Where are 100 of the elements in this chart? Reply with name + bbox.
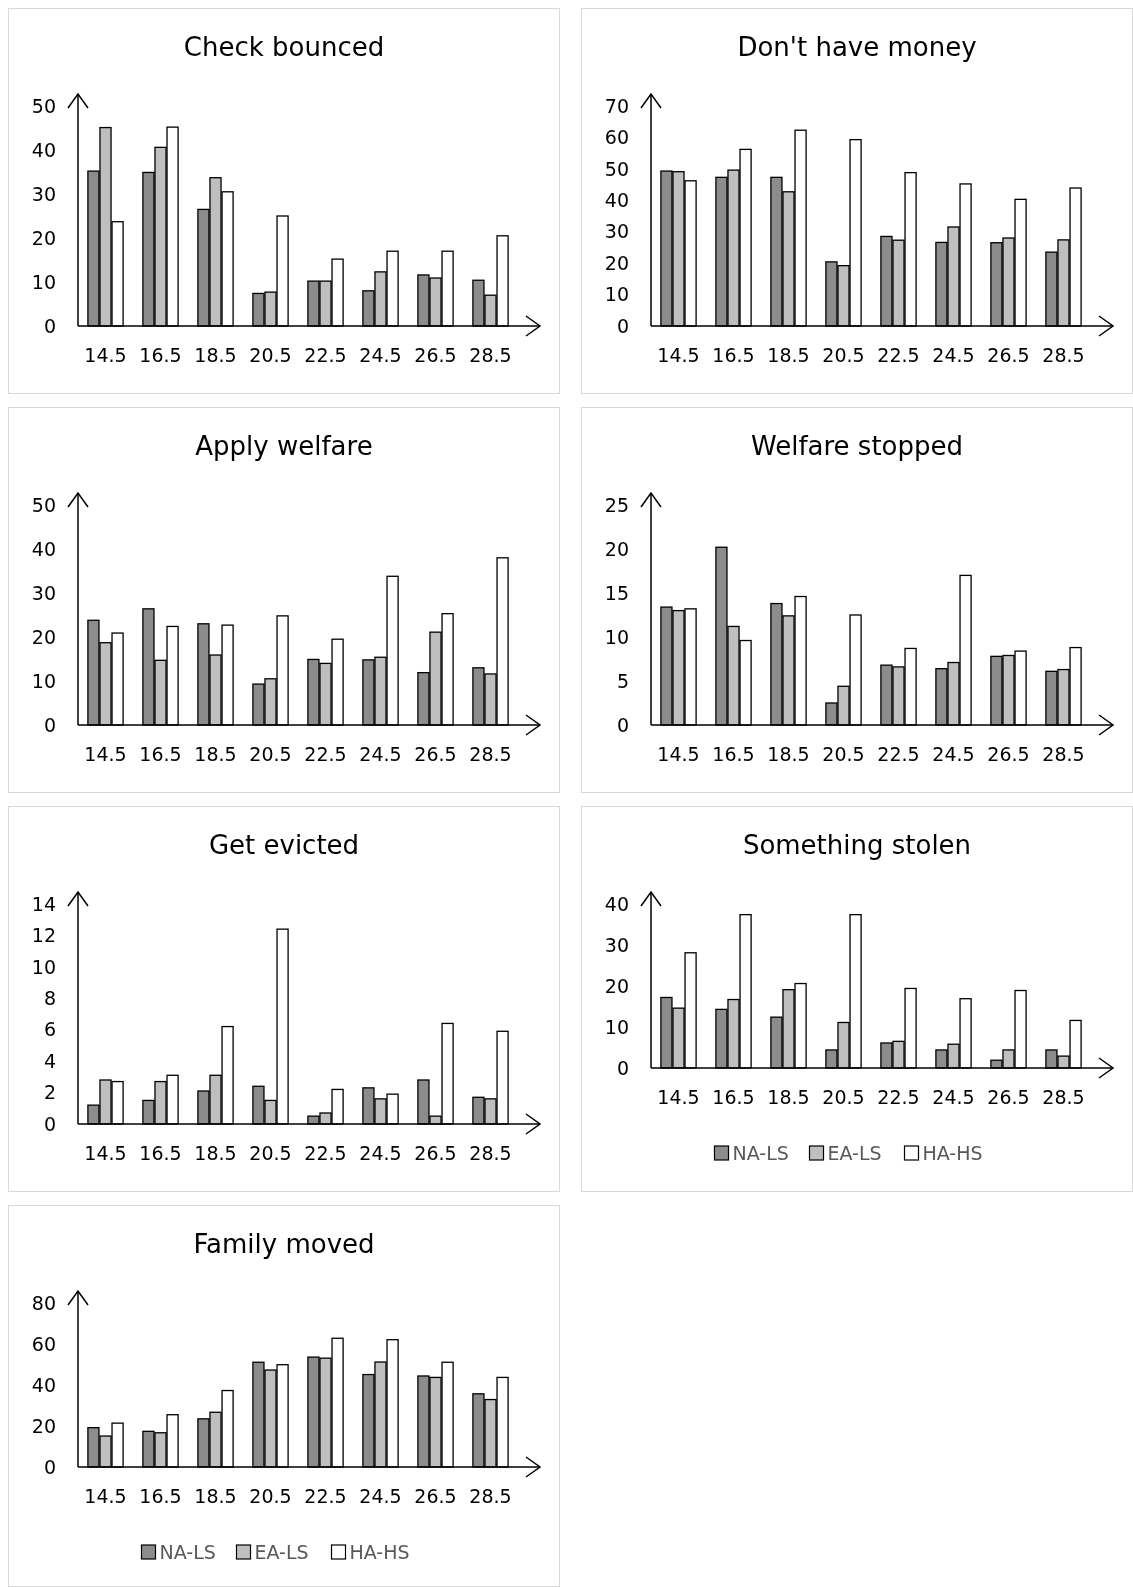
chart-title: Apply welfare xyxy=(195,431,373,461)
x-tick-label: 16.5 xyxy=(139,1142,182,1164)
x-tick-label: 26.5 xyxy=(987,344,1030,366)
x-tick-label: 26.5 xyxy=(987,743,1030,765)
x-tick-label: 14.5 xyxy=(84,344,127,366)
x-tick-label: 18.5 xyxy=(194,344,237,366)
legend-label: EA-LS xyxy=(827,1141,882,1164)
y-tick-label: 10 xyxy=(31,955,56,978)
x-tick-label: 24.5 xyxy=(359,344,402,366)
y-tick-label: 60 xyxy=(31,1332,56,1355)
x-tick-label: 14.5 xyxy=(84,1485,127,1507)
y-tick-label: 0 xyxy=(616,314,629,337)
chart-title: Get evicted xyxy=(208,830,360,860)
x-tick-label: 26.5 xyxy=(414,743,457,765)
x-tick-label: 18.5 xyxy=(767,743,810,765)
x-tick-label: 22.5 xyxy=(877,344,920,366)
legend-label: HA-HS xyxy=(349,1540,410,1563)
y-tick-label: 30 xyxy=(604,933,629,956)
y-tick-label: 0 xyxy=(43,713,56,736)
x-tick-label: 20.5 xyxy=(822,1086,865,1108)
x-tick-label: 14.5 xyxy=(84,1142,127,1164)
chart-title: Family moved xyxy=(193,1229,375,1259)
x-tick-label: 26.5 xyxy=(414,1142,457,1164)
y-tick-label: 30 xyxy=(31,581,56,604)
x-tick-label: 20.5 xyxy=(822,344,865,366)
x-tick-label: 18.5 xyxy=(194,1485,237,1507)
x-tick-label: 24.5 xyxy=(359,743,402,765)
y-tick-label: 0 xyxy=(43,1455,56,1478)
y-tick-label: 2 xyxy=(43,1081,56,1104)
y-tick-label: 30 xyxy=(604,220,629,243)
y-tick-label: 50 xyxy=(31,94,56,117)
y-tick-label: 80 xyxy=(31,1291,56,1314)
y-tick-label: 20 xyxy=(31,1414,56,1437)
x-tick-label: 24.5 xyxy=(932,1086,975,1108)
x-tick-label: 28.5 xyxy=(469,743,512,765)
y-tick-label: 5 xyxy=(616,669,629,692)
y-tick-label: 0 xyxy=(43,314,56,337)
y-tick-label: 0 xyxy=(43,1112,56,1135)
x-tick-label: 28.5 xyxy=(1042,344,1085,366)
legend-label: NA-LS xyxy=(159,1540,216,1563)
x-tick-label: 22.5 xyxy=(877,743,920,765)
y-tick-label: 20 xyxy=(604,251,629,274)
x-tick-label: 22.5 xyxy=(304,1485,347,1507)
legend-label: EA-LS xyxy=(254,1540,309,1563)
x-tick-label: 16.5 xyxy=(139,743,182,765)
y-tick-label: 70 xyxy=(604,94,629,117)
y-tick-label: 40 xyxy=(31,537,56,560)
x-tick-label: 24.5 xyxy=(932,344,975,366)
chart-title: Check bounced xyxy=(183,32,385,62)
y-tick-label: 60 xyxy=(604,126,629,149)
y-tick-label: 20 xyxy=(604,537,629,560)
chart-title: Something stolen xyxy=(742,830,972,860)
chart-title: Don't have money xyxy=(737,32,977,62)
x-tick-label: 18.5 xyxy=(194,1142,237,1164)
x-tick-label: 22.5 xyxy=(304,1142,347,1164)
y-tick-label: 20 xyxy=(31,625,56,648)
x-tick-label: 28.5 xyxy=(469,344,512,366)
y-tick-label: 8 xyxy=(43,986,56,1009)
y-tick-label: 15 xyxy=(604,581,629,604)
x-tick-label: 20.5 xyxy=(249,1485,292,1507)
y-tick-label: 25 xyxy=(604,493,629,516)
x-tick-label: 16.5 xyxy=(712,743,755,765)
y-tick-label: 10 xyxy=(604,1015,629,1038)
x-tick-label: 22.5 xyxy=(877,1086,920,1108)
x-tick-label: 20.5 xyxy=(249,344,292,366)
y-tick-label: 10 xyxy=(31,669,56,692)
y-tick-label: 10 xyxy=(31,270,56,293)
y-tick-label: 40 xyxy=(31,138,56,161)
x-tick-label: 14.5 xyxy=(657,344,700,366)
legend-label: HA-HS xyxy=(922,1141,983,1164)
y-tick-label: 10 xyxy=(604,283,629,306)
y-tick-label: 50 xyxy=(31,493,56,516)
x-tick-label: 20.5 xyxy=(249,1142,292,1164)
y-tick-label: 40 xyxy=(604,892,629,915)
chart-title: Welfare stopped xyxy=(750,431,964,461)
x-tick-label: 16.5 xyxy=(139,344,182,366)
legend-label: NA-LS xyxy=(732,1141,789,1164)
x-tick-label: 16.5 xyxy=(712,344,755,366)
x-tick-label: 14.5 xyxy=(657,743,700,765)
x-tick-label: 28.5 xyxy=(469,1142,512,1164)
x-tick-label: 16.5 xyxy=(139,1485,182,1507)
x-tick-label: 24.5 xyxy=(359,1485,402,1507)
x-tick-label: 28.5 xyxy=(1042,743,1085,765)
x-tick-label: 20.5 xyxy=(822,743,865,765)
y-tick-label: 0 xyxy=(616,1056,629,1079)
x-tick-label: 14.5 xyxy=(657,1086,700,1108)
x-tick-label: 22.5 xyxy=(304,743,347,765)
x-tick-label: 18.5 xyxy=(194,743,237,765)
y-tick-label: 4 xyxy=(43,1049,56,1072)
x-tick-label: 18.5 xyxy=(767,1086,810,1108)
x-tick-label: 26.5 xyxy=(414,344,457,366)
x-tick-label: 24.5 xyxy=(359,1142,402,1164)
y-tick-label: 20 xyxy=(604,974,629,997)
x-tick-label: 18.5 xyxy=(767,344,810,366)
x-tick-label: 22.5 xyxy=(304,344,347,366)
x-tick-label: 28.5 xyxy=(469,1485,512,1507)
y-tick-label: 14 xyxy=(31,892,56,915)
x-tick-label: 20.5 xyxy=(249,743,292,765)
y-tick-label: 40 xyxy=(604,188,629,211)
x-tick-label: 26.5 xyxy=(414,1485,457,1507)
